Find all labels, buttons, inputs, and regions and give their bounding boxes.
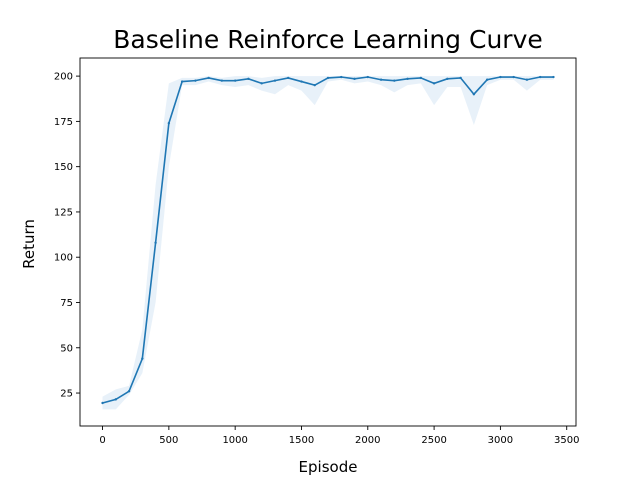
data-point (446, 77, 449, 81)
y-tick-label: 125 (54, 207, 73, 218)
confidence-band (102, 76, 554, 410)
data-point (167, 121, 171, 125)
data-point (101, 401, 104, 405)
data-point (273, 79, 277, 82)
data-point (353, 77, 356, 81)
y-tick-label: 75 (60, 298, 73, 309)
plot-area (101, 75, 555, 410)
data-point (300, 80, 303, 83)
x-tick-label: 0 (99, 435, 105, 446)
data-point (379, 78, 383, 81)
data-point (233, 79, 237, 82)
y-axis-label: Return (20, 219, 38, 269)
x-tick-label: 1000 (222, 435, 247, 446)
data-point (180, 80, 184, 83)
data-point (313, 83, 316, 87)
y-tick-label: 175 (54, 117, 73, 128)
data-point (459, 76, 462, 80)
x-tick-label: 3000 (488, 435, 513, 446)
data-point (472, 93, 476, 96)
y-tick-label: 100 (54, 253, 73, 264)
x-tick-label: 1500 (289, 435, 314, 446)
data-point (485, 78, 489, 81)
data-point (366, 75, 369, 79)
x-axis-label: Episode (299, 458, 358, 476)
x-tick-label: 500 (159, 435, 178, 446)
data-point (114, 398, 118, 401)
data-point (287, 76, 290, 80)
y-tick-label: 25 (60, 389, 73, 400)
chart-title: Baseline Reinforce Learning Curve (113, 25, 543, 54)
x-tick-label: 3500 (554, 435, 579, 446)
y-tick-label: 150 (54, 162, 73, 173)
data-point (247, 77, 250, 81)
data-point (141, 357, 144, 360)
axes-border (79, 57, 577, 427)
data-point (207, 76, 210, 80)
data-point (406, 77, 409, 81)
x-axis-ticks: 0 500 1000 1500 2000 2500 3000 3500 (99, 426, 579, 446)
data-point (127, 390, 131, 393)
data-point (499, 75, 502, 79)
data-point (538, 75, 542, 79)
data-point (326, 76, 330, 80)
data-point (419, 76, 423, 80)
data-point (552, 75, 555, 79)
data-point (154, 241, 157, 244)
data-point (393, 79, 396, 82)
data-point (194, 79, 197, 82)
y-tick-label: 50 (60, 343, 73, 354)
data-point (220, 79, 224, 82)
data-point (512, 75, 515, 79)
data-point (525, 78, 529, 81)
y-axis-ticks: 25 50 75 100 125 150 175 200 (54, 72, 80, 400)
data-point (260, 82, 263, 85)
x-tick-label: 2500 (421, 435, 446, 446)
axes-frame (79, 57, 577, 427)
data-point (340, 75, 343, 79)
data-point (432, 82, 436, 85)
series-markers (101, 75, 555, 405)
y-tick-label: 200 (54, 72, 73, 83)
x-tick-label: 2000 (355, 435, 380, 446)
